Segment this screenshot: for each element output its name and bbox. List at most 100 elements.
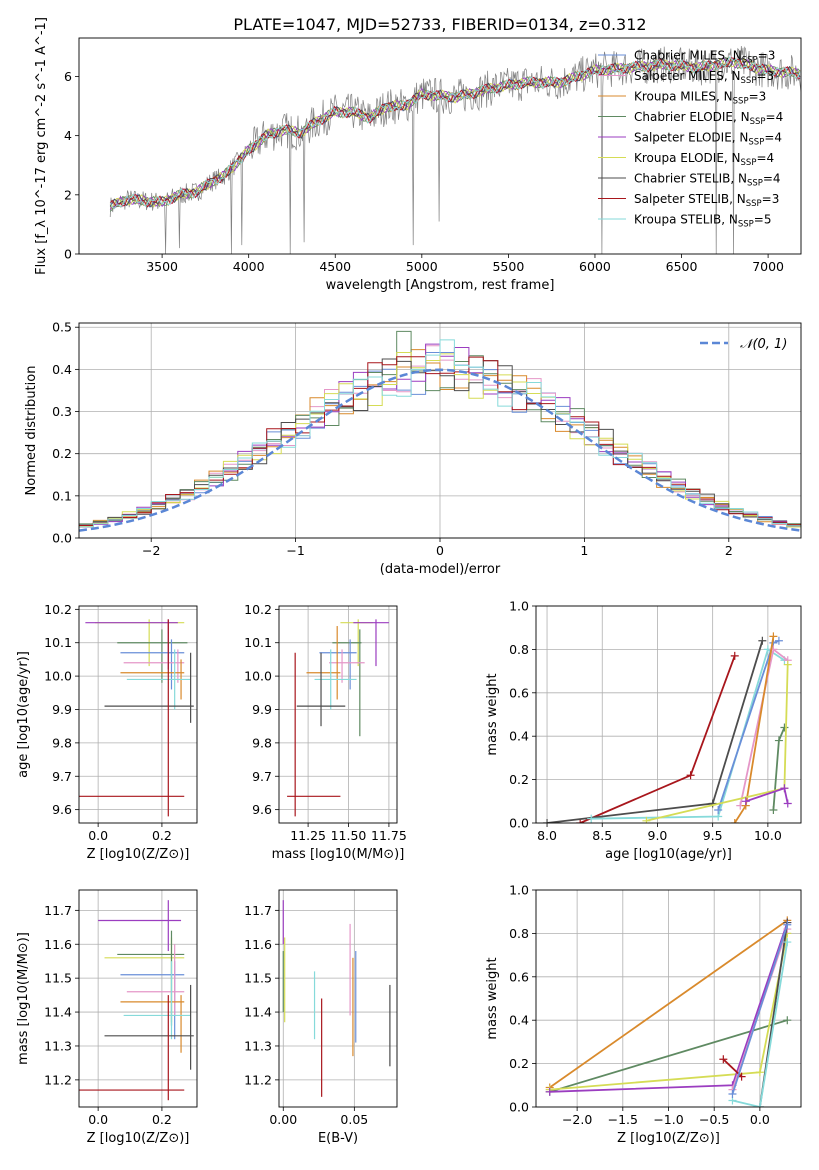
spectrum-ytick-label: 4 bbox=[64, 128, 72, 143]
mass-vs-EBV-ytick-label: 11.4 bbox=[244, 1005, 272, 1020]
age-vs-mass-errorbar bbox=[353, 619, 389, 667]
mass-weight-vs-Z-ytick-label: 1.0 bbox=[509, 883, 529, 898]
mass-weight-vs-Z-xtick-label: −0.5 bbox=[699, 1112, 729, 1127]
residuals-plot bbox=[79, 330, 801, 532]
mass-weight-vs-age-point-marker bbox=[780, 784, 789, 793]
age-vs-Z-plot bbox=[79, 619, 194, 817]
residuals-ytick-label: 0.4 bbox=[52, 362, 72, 377]
mass-vs-EBV-xlabel: E(B-V) bbox=[318, 1131, 358, 1146]
mass-weight-vs-age-point-marker bbox=[783, 799, 792, 808]
age-vs-mass-xlabel: mass [log10(M/M⊙)] bbox=[272, 847, 405, 862]
mass-weight-vs-Z-point-marker bbox=[783, 920, 792, 929]
residuals-ytick-label: 0.3 bbox=[52, 404, 72, 419]
mass-vs-Z-xtick-label: 0.2 bbox=[152, 1112, 172, 1127]
mass-vs-EBV-ytick-label: 11.3 bbox=[244, 1038, 272, 1053]
mass-vs-EBV-xtick-label: 0.05 bbox=[340, 1112, 368, 1127]
mass-vs-EBV-frame bbox=[278, 889, 398, 1108]
mass-weight-vs-Z-series-line bbox=[731, 924, 789, 1095]
age-vs-Z-ytick-label: 9.9 bbox=[52, 702, 72, 717]
age-vs-mass-ytick-label: 9.8 bbox=[252, 735, 272, 750]
mass-vs-EBV-xtick-label: 0.00 bbox=[269, 1112, 297, 1127]
mass-vs-Z-xlabel: Z [log10(Z/Z⊙)] bbox=[87, 1131, 190, 1146]
mass-vs-Z-ytick-label: 11.7 bbox=[44, 903, 72, 918]
mass-weight-vs-Z-point-marker bbox=[545, 1087, 554, 1096]
age-vs-Z-panel: 0.0 0.2 9.6 9.7 9.8 9.9 10.0 10.1 10.2 Z [log10(Z… bbox=[16, 602, 198, 862]
mass-vs-Z-ytick-label: 11.4 bbox=[44, 1005, 72, 1020]
age-vs-mass-ytick-label: 10.0 bbox=[244, 669, 272, 684]
residuals-ytick-label: 0.0 bbox=[52, 531, 72, 546]
age-vs-Z-ytick-label: 9.6 bbox=[52, 802, 72, 817]
spectrum-legend-label: Chabrier STELIB, NSSP=4 bbox=[634, 172, 781, 189]
mass-vs-EBV-plot bbox=[282, 900, 391, 1097]
spectrum-legend-label: Salpeter MILES, NSSP=3 bbox=[634, 69, 774, 86]
mass-vs-Z-grid bbox=[79, 890, 197, 1107]
mass-weight-vs-age-xlabel: age [log10(age/yr)] bbox=[605, 847, 732, 862]
age-vs-mass-plot bbox=[287, 619, 389, 817]
mass-weight-vs-Z-xtick-label: 0.0 bbox=[750, 1112, 770, 1127]
residuals-ytick-label: 0.5 bbox=[52, 320, 72, 335]
age-vs-mass-panel: 11.25 11.50 11.75 9.6 9.7 9.8 9.9 10.0 10.1 10.2 m… bbox=[244, 602, 407, 862]
spectrum-frame bbox=[78, 37, 802, 255]
age-vs-mass-errorbar bbox=[319, 639, 357, 690]
mass-weight-vs-Z-ytick-label: 0.2 bbox=[509, 1056, 529, 1071]
mass-vs-Z-xtick-label: 0.0 bbox=[88, 1112, 108, 1127]
spectrum-xtick-label: 4500 bbox=[319, 259, 351, 274]
mass-vs-Z-panel: 0.0 0.2 11.2 11.3 11.4 11.5 11.6 11.7 Z [log10(Z… bbox=[16, 889, 198, 1146]
mass-weight-vs-age-panel: 8.0 8.5 9.0 9.5 10.0 0.0 0.2 0.4 0.6 0.8 1.0 age [l… bbox=[485, 599, 802, 862]
spectrum-xtick-label: 3500 bbox=[146, 259, 178, 274]
mass-weight-vs-age-point-marker bbox=[774, 736, 783, 745]
mass-weight-vs-Z-xtick-label: −1.5 bbox=[608, 1112, 638, 1127]
mass-weight-vs-age-ylabel: mass weight bbox=[485, 673, 500, 755]
mass-weight-vs-age-point-marker bbox=[686, 771, 695, 780]
mass-vs-Z-frame bbox=[78, 889, 198, 1108]
mass-vs-Z-errorbar bbox=[120, 995, 185, 1053]
mass-vs-Z-plot bbox=[79, 900, 194, 1101]
mass-vs-Z-errorbar bbox=[126, 944, 185, 1016]
age-vs-mass-errorbar bbox=[306, 626, 341, 700]
spectrum-xtick-label: 4000 bbox=[233, 259, 265, 274]
spectrum-legend-label: Kroupa MILES, NSSP=3 bbox=[634, 90, 766, 107]
mass-vs-Z-errorbar bbox=[104, 984, 194, 1070]
age-vs-Z-ytick-label: 10.2 bbox=[44, 602, 72, 617]
mass-weight-vs-age-ytick-label: 0.6 bbox=[509, 685, 529, 700]
mass-vs-Z-ytick-label: 11.3 bbox=[44, 1038, 72, 1053]
spectrum-xtick-label: 6500 bbox=[666, 259, 698, 274]
mass-weight-vs-age-point-marker bbox=[783, 660, 792, 669]
mass-weight-vs-age-ytick-label: 0.4 bbox=[509, 729, 529, 744]
mass-weight-vs-age-xtick-label: 10.0 bbox=[754, 828, 782, 843]
age-vs-Z-frame bbox=[78, 605, 198, 824]
age-vs-Z-errorbar bbox=[117, 629, 188, 683]
spectrum-ytick-label: 0 bbox=[64, 247, 72, 262]
mass-weight-vs-Z-series-line bbox=[549, 1019, 788, 1093]
mass-weight-vs-age-ytick-label: 0.2 bbox=[509, 772, 529, 787]
mass-vs-Z-errorbar bbox=[79, 995, 185, 1101]
mass-weight-vs-Z-plot bbox=[545, 916, 792, 1107]
spectrum-ylabel: Flux [f_λ 10^-17 erg cm^-2 s^-1 A^-1] bbox=[34, 17, 49, 275]
residuals-panel: −2 −1 0 1 2 0.0 0.1 0.2 0.3 0.4 0.5 𝒩(0, 1) (data-mo… bbox=[24, 320, 802, 577]
age-vs-mass-xtick-label: 11.25 bbox=[290, 828, 326, 843]
residuals-xlabel: (data-model)/error bbox=[380, 562, 501, 577]
mass-weight-vs-age-point-marker bbox=[730, 819, 739, 823]
mass-weight-vs-age-ytick-label: 1.0 bbox=[509, 599, 529, 614]
mass-weight-vs-Z-series-line bbox=[732, 941, 789, 1107]
age-vs-mass-frame bbox=[278, 605, 398, 824]
residuals-xtick-label: 0 bbox=[436, 543, 444, 558]
mass-weight-vs-age-point-marker bbox=[774, 636, 783, 645]
mass-weight-vs-Z-xtick-label: −1.0 bbox=[653, 1112, 683, 1127]
mass-vs-Z-ytick-label: 11.2 bbox=[44, 1072, 72, 1087]
mass-weight-vs-age-ytick-label: 0.0 bbox=[509, 816, 529, 831]
residuals-frame bbox=[78, 322, 802, 539]
spectrum-xtick-label: 6000 bbox=[579, 259, 611, 274]
mass-vs-EBV-ytick-label: 11.6 bbox=[244, 937, 272, 952]
spectrum-ytick-label: 6 bbox=[64, 69, 72, 84]
mass-vs-EBV-ytick-label: 11.5 bbox=[244, 971, 272, 986]
mass-weight-vs-Z-xlabel: Z [log10(Z/Z⊙)] bbox=[617, 1131, 720, 1146]
spectrum-legend-label: Kroupa STELIB, NSSP=5 bbox=[634, 213, 772, 230]
mass-vs-Z-ylabel: mass [log10(M/M⊙)] bbox=[16, 932, 31, 1065]
spectrum-legend-label: Chabrier ELODIE, NSSP=4 bbox=[634, 110, 783, 127]
panels: 3500 4000 4500 5000 5500 6000 6500 7000 0 2 4 6 Chab… bbox=[16, 17, 802, 1146]
age-vs-mass-errorbar bbox=[329, 649, 365, 683]
mass-weight-vs-Z-series-line bbox=[549, 919, 788, 1089]
mass-vs-EBV-ytick-label: 11.2 bbox=[244, 1072, 272, 1087]
